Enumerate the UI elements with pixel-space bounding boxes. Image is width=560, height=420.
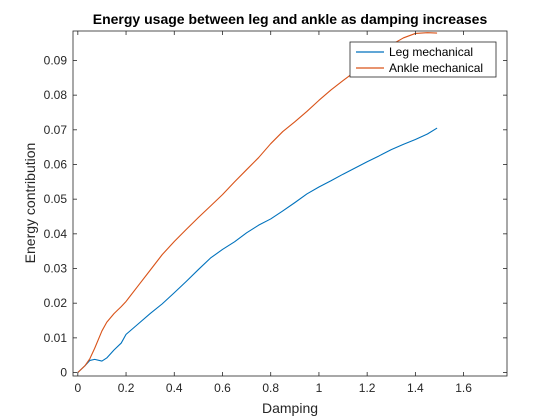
x-tick-label: 0.8 [262, 381, 279, 395]
y-tick-label: 0.06 [44, 157, 68, 171]
chart-title: Energy usage between leg and ankle as da… [93, 11, 488, 27]
y-axis-label: Energy contribution [22, 143, 38, 264]
y-tick-label: 0.01 [44, 331, 68, 345]
legend: Leg mechanical Ankle mechanical [349, 41, 497, 78]
legend-label-1: Leg mechanical [389, 45, 473, 59]
y-tick-label: 0 [60, 366, 67, 380]
x-tick-label: 1.6 [455, 381, 472, 395]
legend-label-2: Ankle mechanical [389, 61, 483, 75]
y-tick-label: 0.08 [44, 88, 68, 102]
x-tick-label: 0.2 [118, 381, 135, 395]
x-axis-label: Damping [262, 400, 318, 416]
axes-layer: 0 0.2 0.4 0.6 0.8 1 1.2 1.4 1.6 0 0.01 0.02 0.03 0.04… [44, 30, 508, 395]
x-tick-label: 0.6 [214, 381, 231, 395]
x-tick-label: 1 [316, 381, 323, 395]
y-tick-label: 0.04 [44, 227, 68, 241]
plot-area [73, 31, 507, 376]
legend-box [349, 41, 497, 78]
y-tick-label: 0.02 [44, 296, 68, 310]
y-tick-label: 0.05 [44, 192, 68, 206]
x-tick-label: 1.2 [359, 381, 376, 395]
y-tick-label: 0.07 [44, 123, 68, 137]
x-tick-label: 0.4 [166, 381, 183, 395]
y-tick-label: 0.09 [44, 53, 68, 67]
series-line-1 [77, 127, 438, 373]
x-tick-label: 0 [74, 381, 81, 395]
x-tick-label: 1.4 [407, 381, 424, 395]
y-tick-label: 0.03 [44, 262, 68, 276]
axes-box [72, 30, 508, 377]
